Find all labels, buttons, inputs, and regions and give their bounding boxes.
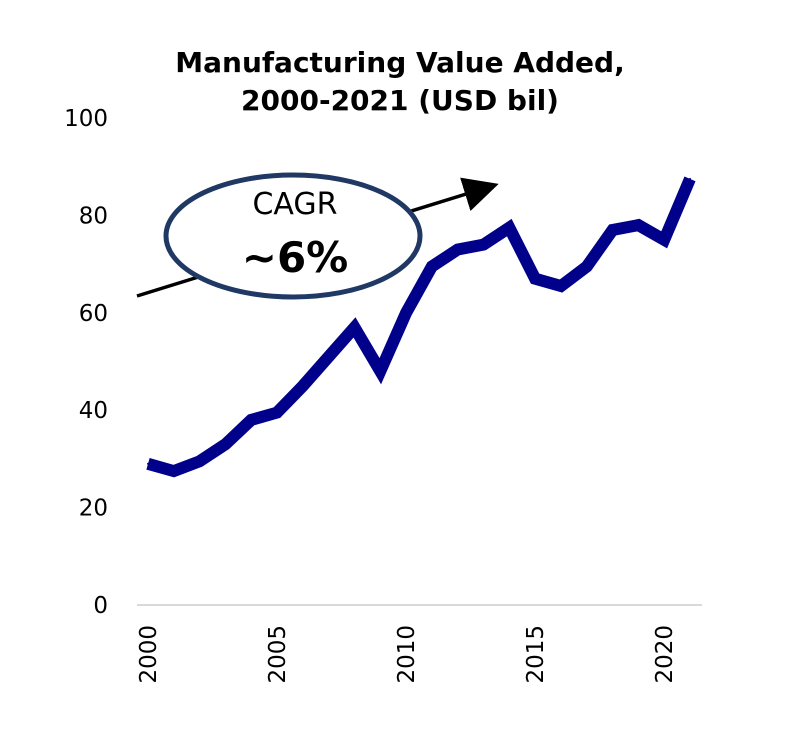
y-tick-label: 0: [93, 593, 108, 619]
data-point: [585, 265, 588, 268]
data-point: [637, 224, 640, 227]
y-tick-label: 100: [64, 106, 108, 132]
cagr-callout-ellipse: [163, 172, 423, 300]
data-point: [611, 229, 614, 231]
data-point: [147, 462, 149, 465]
chart-title-line1: Manufacturing Value Added,: [175, 46, 624, 79]
data-point: [327, 355, 330, 358]
y-axis-ticks: 0 20 40 60 80 100: [64, 106, 108, 619]
data-point: [430, 265, 433, 268]
data-point: [301, 384, 304, 387]
data-point: [482, 243, 485, 246]
data-point: [250, 418, 253, 421]
y-tick-label: 60: [79, 301, 108, 327]
y-tick-label: 20: [79, 496, 108, 522]
x-tick-label: 2015: [523, 625, 549, 684]
data-point: [560, 285, 562, 287]
x-tick-label: 2000: [136, 625, 162, 684]
data-point: [534, 277, 537, 280]
x-tick-label: 2005: [265, 625, 291, 684]
cagr-value: ~6%: [242, 233, 349, 282]
data-point: [353, 326, 356, 329]
x-tick-label: 2010: [394, 625, 420, 684]
data-points: [147, 177, 691, 473]
y-tick-label: 80: [79, 203, 108, 229]
data-point: [508, 226, 511, 229]
data-point: [379, 370, 382, 373]
x-tick-label: 2020: [652, 625, 678, 684]
data-point: [224, 443, 227, 446]
series-line: [146, 176, 696, 478]
data-point: [198, 460, 201, 463]
data-point: [689, 177, 691, 180]
chart-title-line2: 2000-2021 (USD bil): [241, 84, 559, 117]
data-point: [456, 248, 459, 251]
cagr-label: CAGR: [252, 187, 337, 222]
data-point: [172, 470, 175, 473]
data-point: [276, 411, 278, 414]
x-axis-ticks: 2000 2005 2010 2015 2020: [136, 625, 678, 684]
y-tick-label: 40: [79, 398, 108, 424]
data-point: [663, 238, 666, 241]
data-point: [405, 311, 408, 314]
